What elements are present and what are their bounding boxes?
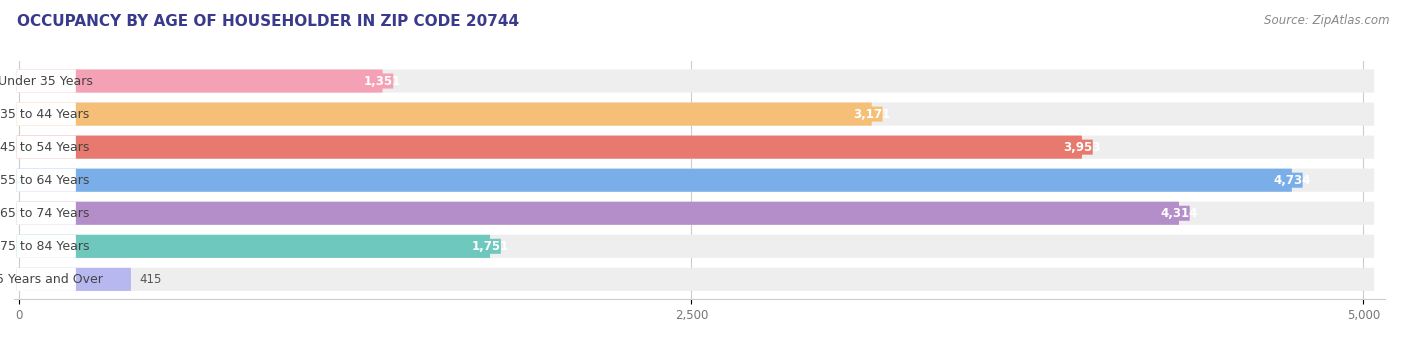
Text: 4,314: 4,314 <box>1160 207 1198 220</box>
Text: 415: 415 <box>139 273 162 286</box>
FancyBboxPatch shape <box>17 169 1374 192</box>
FancyBboxPatch shape <box>17 268 1374 291</box>
FancyBboxPatch shape <box>17 268 76 291</box>
FancyBboxPatch shape <box>17 69 382 92</box>
Text: 1,751: 1,751 <box>471 240 509 253</box>
FancyBboxPatch shape <box>17 103 1374 126</box>
FancyBboxPatch shape <box>17 69 1374 92</box>
Text: 1,351: 1,351 <box>364 74 401 87</box>
FancyBboxPatch shape <box>17 235 1374 258</box>
Text: 3,953: 3,953 <box>1063 141 1101 154</box>
FancyBboxPatch shape <box>17 235 76 258</box>
Text: OCCUPANCY BY AGE OF HOUSEHOLDER IN ZIP CODE 20744: OCCUPANCY BY AGE OF HOUSEHOLDER IN ZIP C… <box>17 14 519 29</box>
Text: 45 to 54 Years: 45 to 54 Years <box>0 141 90 154</box>
FancyBboxPatch shape <box>17 103 872 126</box>
FancyBboxPatch shape <box>17 202 1180 225</box>
Text: 4,734: 4,734 <box>1274 174 1310 187</box>
Text: Source: ZipAtlas.com: Source: ZipAtlas.com <box>1264 14 1389 27</box>
FancyBboxPatch shape <box>17 136 76 159</box>
Text: 3,171: 3,171 <box>853 107 890 121</box>
FancyBboxPatch shape <box>17 69 76 92</box>
FancyBboxPatch shape <box>371 73 394 88</box>
FancyBboxPatch shape <box>17 103 76 126</box>
Text: 75 to 84 Years: 75 to 84 Years <box>0 240 90 253</box>
FancyBboxPatch shape <box>17 202 1374 225</box>
FancyBboxPatch shape <box>17 136 1374 159</box>
Text: 85 Years and Over: 85 Years and Over <box>0 273 103 286</box>
FancyBboxPatch shape <box>1071 140 1092 155</box>
Text: 55 to 64 Years: 55 to 64 Years <box>0 174 90 187</box>
FancyBboxPatch shape <box>1168 206 1189 221</box>
FancyBboxPatch shape <box>1281 173 1303 188</box>
Text: Under 35 Years: Under 35 Years <box>0 74 93 87</box>
FancyBboxPatch shape <box>17 268 131 291</box>
FancyBboxPatch shape <box>17 169 76 192</box>
FancyBboxPatch shape <box>860 106 883 122</box>
Text: 35 to 44 Years: 35 to 44 Years <box>0 107 90 121</box>
FancyBboxPatch shape <box>17 169 1292 192</box>
FancyBboxPatch shape <box>17 235 491 258</box>
FancyBboxPatch shape <box>17 136 1083 159</box>
FancyBboxPatch shape <box>479 239 501 254</box>
FancyBboxPatch shape <box>17 202 76 225</box>
Text: 65 to 74 Years: 65 to 74 Years <box>0 207 90 220</box>
